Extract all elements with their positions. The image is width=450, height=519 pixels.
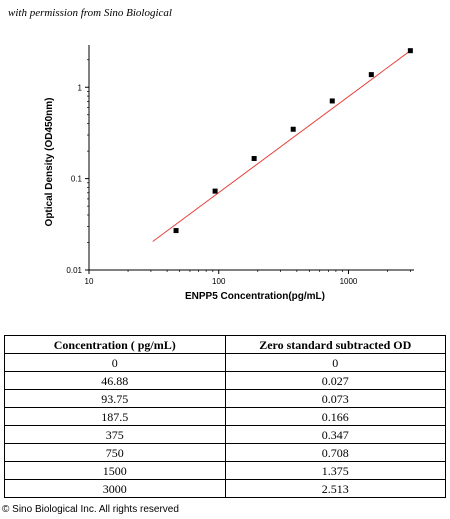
table-row: 375 0.347 xyxy=(4,425,446,444)
data-table: Concentration ( pg/mL) Zero standard sub… xyxy=(4,335,446,498)
standard-curve-chart: 0.01 0.1 1 10 100 1000 Optical Density (OD450… xyxy=(44,45,414,302)
table-cell-od: 0.027 xyxy=(224,371,446,390)
table-cell-od: 0.347 xyxy=(224,425,446,444)
table-cell-concentration: 375 xyxy=(4,425,226,444)
x-tick-label: 1000 xyxy=(340,277,358,286)
table-row: 187.5 0.166 xyxy=(4,407,446,426)
table-row: 750 0.708 xyxy=(4,443,446,462)
points-layer xyxy=(173,48,413,234)
table-row: 3000 2.513 xyxy=(4,479,446,498)
data-point xyxy=(212,188,218,194)
table-row: 93.75 0.073 xyxy=(4,389,446,408)
copyright-notice: © Sino Biological Inc. All rights reserv… xyxy=(2,504,179,515)
table-cell-od: 2.513 xyxy=(224,479,446,498)
data-point xyxy=(251,156,257,162)
table-cell-concentration: 93.75 xyxy=(4,389,226,408)
table-cell-concentration: 3000 xyxy=(4,479,226,498)
table-cell-od: 0.073 xyxy=(224,389,446,408)
y-axis-label: Optical Density (OD450nm) xyxy=(44,98,55,227)
permission-caption: with permission from Sino Biological xyxy=(8,7,172,19)
x-tick-label: 10 xyxy=(85,277,94,286)
table-cell-od: 0.708 xyxy=(224,443,446,462)
table-header-row: Concentration ( pg/mL) Zero standard sub… xyxy=(4,335,446,354)
x-axis-label: ENPP5 Concentration(pg/mL) xyxy=(185,291,325,302)
table-row: 46.88 0.027 xyxy=(4,371,446,390)
y-tick-label: 0.01 xyxy=(66,266,82,275)
column-header-od: Zero standard subtracted OD xyxy=(224,335,446,354)
table-cell-od: 0 xyxy=(224,353,446,372)
data-point xyxy=(368,72,374,78)
table-cell-concentration: 187.5 xyxy=(4,407,226,426)
table-cell-od: 0.166 xyxy=(224,407,446,426)
fit-line xyxy=(152,50,411,242)
y-tick-label: 0.1 xyxy=(71,175,83,184)
data-point xyxy=(329,98,335,104)
table-cell-concentration: 1500 xyxy=(4,461,226,480)
fit-line-layer xyxy=(152,50,411,242)
column-header-concentration: Concentration ( pg/mL) xyxy=(4,335,226,354)
table-cell-concentration: 46.88 xyxy=(4,371,226,390)
y-tick-label: 1 xyxy=(78,83,83,92)
table-cell-concentration: 0 xyxy=(4,353,226,372)
table-cell-od: 1.375 xyxy=(224,461,446,480)
table-row: 1500 1.375 xyxy=(4,461,446,480)
axes-layer: 0.01 0.1 1 10 100 1000 xyxy=(66,45,414,286)
x-tick-label: 100 xyxy=(212,277,226,286)
data-point xyxy=(290,126,296,132)
table-row: 0 0 xyxy=(4,353,446,372)
data-point xyxy=(407,48,413,54)
table-cell-concentration: 750 xyxy=(4,443,226,462)
labels-layer: Optical Density (OD450nm) ENPP5 Concentr… xyxy=(44,98,325,302)
data-point xyxy=(173,228,179,234)
